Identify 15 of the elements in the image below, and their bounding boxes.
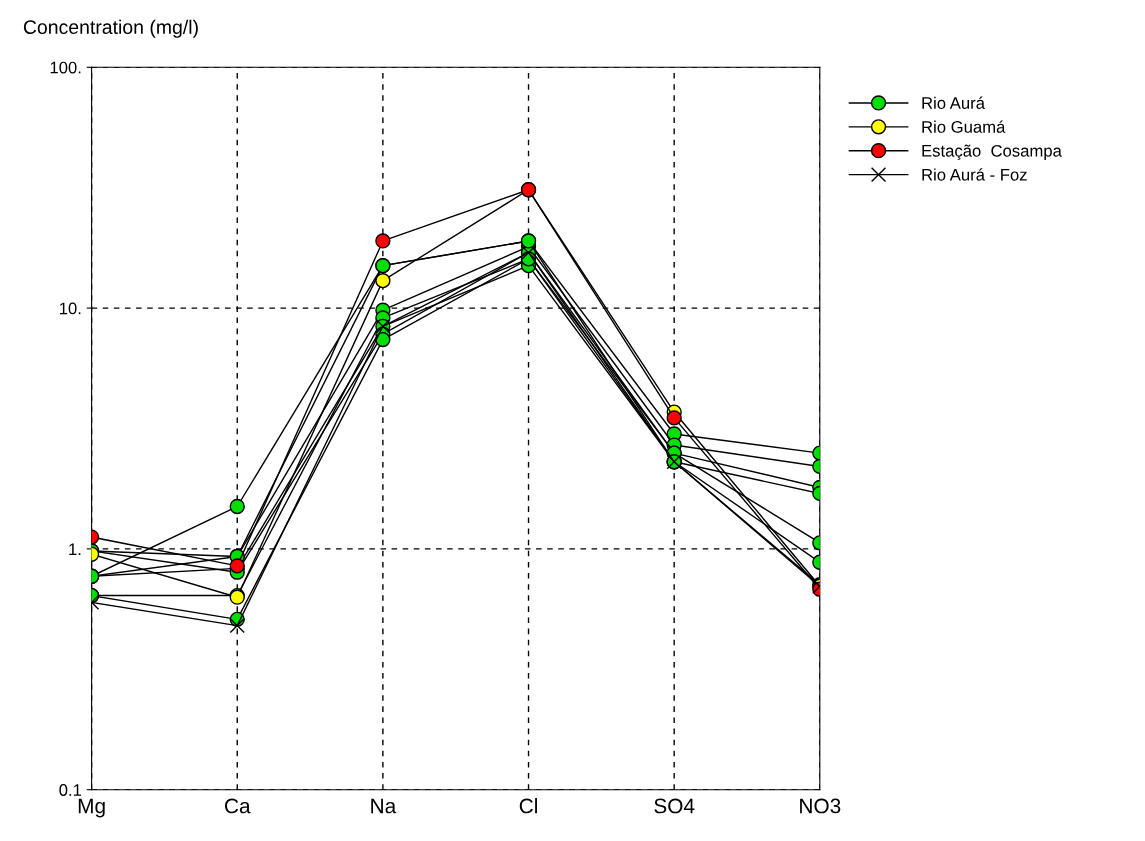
x-tick-label: Na — [371, 798, 397, 814]
x-tick-label: Ca — [224, 798, 251, 814]
legend-label: Estação Cosampa — [922, 144, 1062, 161]
y-tick-label: 1. — [69, 543, 81, 555]
legend-label: Rio Aurá — [922, 96, 985, 109]
y-tick-label: 0.1 — [59, 784, 82, 796]
y-axis-title: Concentration (mg/l) — [23, 19, 198, 38]
legend-label: Rio Aurá - Foz — [922, 168, 1027, 181]
x-tick-label: Mg — [78, 798, 105, 818]
y-tick-label: 10. — [59, 302, 81, 315]
x-tick-label: SO4 — [654, 798, 695, 814]
y-tick-label: 100. — [50, 61, 81, 74]
legend-label: Rio Guamá — [922, 120, 1006, 133]
x-tick-label: NO3 — [800, 798, 841, 814]
x-tick-label: Cl — [519, 798, 537, 814]
